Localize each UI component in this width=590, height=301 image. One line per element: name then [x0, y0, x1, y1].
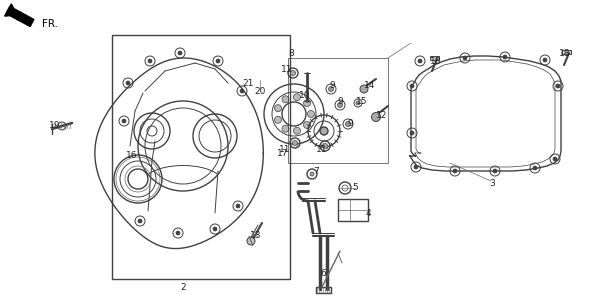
Circle shape	[178, 51, 182, 55]
Text: 17: 17	[277, 148, 289, 157]
Bar	[430, 56, 439, 60]
Circle shape	[418, 59, 422, 63]
Text: 7: 7	[313, 166, 319, 175]
Bar	[562, 50, 571, 54]
Text: 13: 13	[250, 231, 262, 240]
Circle shape	[240, 89, 244, 93]
Text: 5: 5	[352, 184, 358, 193]
Text: 18: 18	[559, 48, 571, 57]
Text: 16: 16	[126, 151, 137, 160]
Circle shape	[453, 169, 457, 173]
Text: 3: 3	[489, 178, 495, 188]
Circle shape	[337, 103, 343, 107]
Circle shape	[372, 113, 381, 122]
Circle shape	[247, 237, 255, 245]
Bar	[316, 287, 331, 293]
Circle shape	[310, 172, 314, 176]
Circle shape	[323, 144, 327, 148]
Polygon shape	[6, 7, 34, 26]
Circle shape	[282, 125, 289, 132]
Circle shape	[553, 157, 557, 161]
Circle shape	[360, 85, 368, 93]
Bar	[288, 58, 388, 163]
Circle shape	[503, 55, 507, 59]
Text: 11: 11	[316, 144, 328, 154]
Text: 20: 20	[254, 86, 266, 95]
Polygon shape	[5, 4, 17, 16]
Text: 9: 9	[347, 119, 353, 128]
Circle shape	[213, 227, 217, 231]
Text: 15: 15	[356, 97, 368, 105]
Circle shape	[303, 121, 310, 129]
Text: 12: 12	[376, 111, 388, 120]
Circle shape	[126, 81, 130, 85]
Circle shape	[303, 100, 310, 107]
Circle shape	[293, 141, 297, 145]
Circle shape	[176, 231, 180, 235]
Circle shape	[293, 127, 300, 134]
Text: 6: 6	[320, 269, 326, 278]
Circle shape	[329, 86, 333, 92]
Circle shape	[320, 127, 328, 135]
Text: 2: 2	[180, 284, 186, 293]
Circle shape	[414, 165, 418, 169]
Circle shape	[533, 166, 537, 170]
Text: 8: 8	[288, 48, 294, 57]
Circle shape	[556, 84, 560, 88]
Circle shape	[356, 101, 360, 105]
Text: 14: 14	[364, 82, 376, 91]
Circle shape	[122, 119, 126, 123]
Text: 9: 9	[337, 97, 343, 105]
Circle shape	[290, 70, 296, 76]
Circle shape	[307, 110, 314, 117]
Text: 19: 19	[49, 122, 61, 131]
Circle shape	[138, 219, 142, 223]
Text: 18: 18	[430, 57, 442, 66]
Text: 10: 10	[299, 92, 311, 101]
Circle shape	[493, 169, 497, 173]
Circle shape	[148, 59, 152, 63]
Bar	[112, 35, 290, 279]
Circle shape	[410, 131, 414, 135]
Circle shape	[293, 94, 300, 101]
Bar	[338, 199, 368, 221]
Circle shape	[543, 58, 547, 62]
Text: 11: 11	[279, 144, 291, 154]
Text: FR.: FR.	[42, 19, 58, 29]
Text: 21: 21	[242, 79, 254, 88]
Circle shape	[410, 84, 414, 88]
Text: 4: 4	[365, 209, 371, 219]
Circle shape	[274, 105, 281, 112]
Circle shape	[236, 204, 240, 208]
Text: 9: 9	[329, 80, 335, 89]
Text: 11: 11	[281, 64, 293, 73]
Circle shape	[282, 96, 289, 103]
Circle shape	[463, 56, 467, 60]
Circle shape	[346, 122, 350, 126]
Circle shape	[274, 116, 281, 123]
Circle shape	[216, 59, 220, 63]
